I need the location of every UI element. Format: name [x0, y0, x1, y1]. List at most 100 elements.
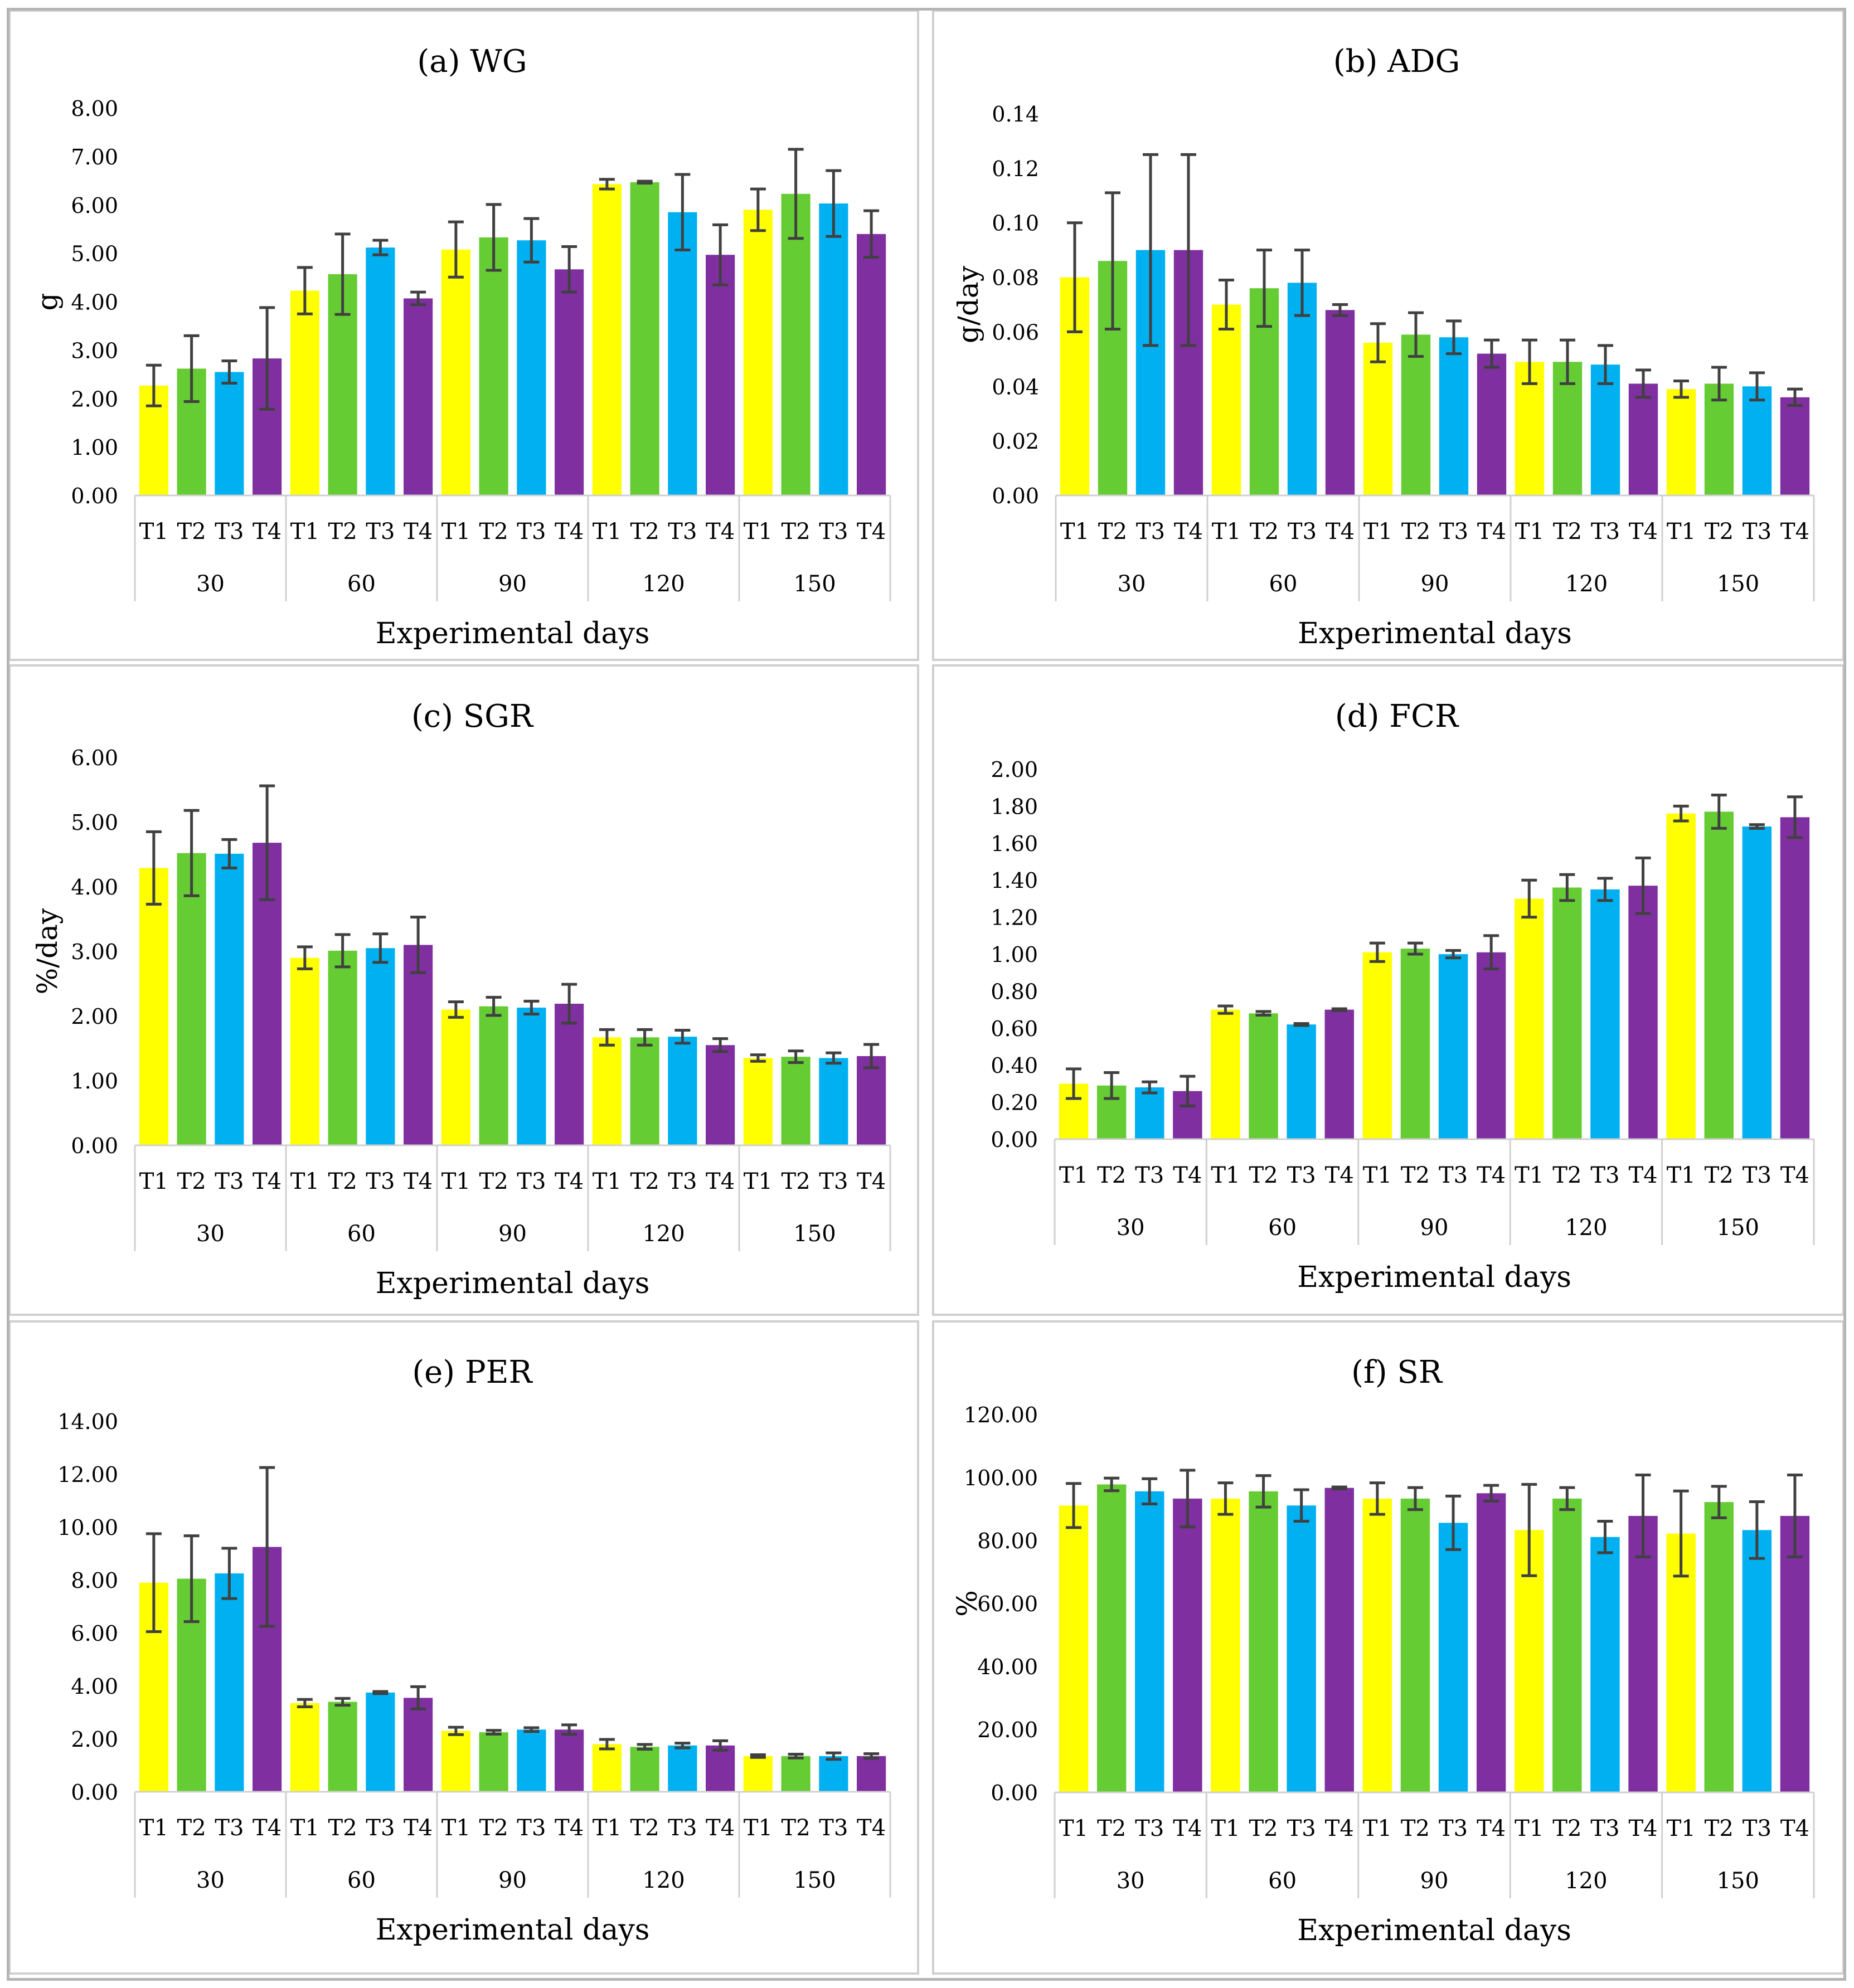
error-bar-120-t2	[1559, 1486, 1575, 1511]
x-tick-label-treatment: T3	[215, 519, 244, 545]
x-tick-label-treatment: T1	[441, 1815, 470, 1841]
x-tick-label-treatment: T3	[215, 1815, 244, 1841]
error-bar-90-t1	[448, 220, 464, 279]
x-tick-label-treatment: T3	[1439, 1163, 1468, 1188]
x-tick-label-treatment: T3	[1743, 1816, 1772, 1841]
y-tick-label: 2.00	[991, 757, 1038, 782]
x-tick-label-treatment: T2	[1705, 519, 1734, 545]
bar-120-t3	[668, 1745, 697, 1792]
bar-60-t4	[404, 298, 433, 495]
bar-60-t1	[290, 290, 319, 495]
bar-120-t1	[592, 1744, 622, 1792]
x-tick-label-treatment: T3	[366, 1169, 395, 1194]
error-bar-120-t1	[1522, 338, 1537, 385]
error-bar-30-t4	[259, 784, 275, 901]
y-tick-label: 20.00	[977, 1718, 1038, 1742]
error-bar-120-t2	[637, 1028, 653, 1047]
bar-60-t2	[1249, 1013, 1278, 1139]
bar-120-t3	[1590, 1537, 1620, 1792]
y-tick-label: 0.02	[992, 429, 1039, 454]
chart-title: (a) WG	[417, 43, 527, 80]
x-tick-label-group: 60	[347, 1868, 376, 1893]
y-axis-label: %	[951, 1590, 983, 1617]
bar-60-t3	[366, 948, 395, 1145]
x-tick-label-treatment: T2	[1097, 1816, 1126, 1841]
x-tick-label-treatment: T1	[1059, 1163, 1088, 1188]
bar-120-t2	[1552, 887, 1582, 1139]
bar-90-t2	[1400, 949, 1430, 1139]
chart-panel-d-fcr: (d) FCR 0.00 0.20 0.40 0.60 0.80 1.00 1.20 1.40 1…	[932, 664, 1845, 1316]
error-bar-60-t3	[372, 239, 389, 256]
x-tick-label-group: 60	[1268, 1868, 1297, 1894]
x-tick-label-treatment: T2	[479, 1815, 508, 1841]
x-tick-label-treatment: T1	[290, 519, 319, 545]
x-tick-label-treatment: T4	[706, 1169, 735, 1194]
y-tick-label: 1.00	[71, 435, 118, 460]
bar-60-t4	[404, 945, 433, 1145]
bar-150-t3	[819, 203, 848, 495]
bar-60-t2	[328, 1702, 357, 1792]
error-bar-90-t4	[1484, 338, 1499, 369]
x-tick-label-treatment: T4	[1780, 1816, 1809, 1841]
y-tick-label: 0.08	[992, 266, 1039, 290]
x-tick-label-treatment: T2	[177, 1815, 206, 1841]
bar-60-t3	[1287, 283, 1317, 495]
error-bar-60-t3	[1293, 1022, 1309, 1027]
y-tick-label: 5.00	[71, 810, 118, 835]
chart-title: (b) ADG	[1333, 43, 1460, 80]
error-bar-120-t1	[1521, 1483, 1537, 1577]
x-tick-label-group: 30	[196, 1868, 225, 1893]
error-bar-90-t3	[523, 999, 540, 1016]
bar-150-t2	[781, 1057, 810, 1145]
x-tick-label-treatment: T2	[1401, 1816, 1430, 1841]
bar-150-t1	[1666, 813, 1696, 1139]
bar-90-t1	[1362, 952, 1392, 1139]
y-tick-label: 2.00	[71, 387, 118, 411]
x-tick-label-treatment: T4	[555, 1815, 584, 1841]
bar-30-t3	[1135, 1087, 1164, 1139]
bar-120-t3	[1590, 889, 1620, 1139]
bar-60-t1	[1211, 1009, 1240, 1139]
x-tick-label-treatment: T4	[857, 1815, 886, 1841]
error-bar-120-t1	[599, 1738, 615, 1751]
y-tick-label: 0.00	[71, 484, 118, 508]
bar-90-t2	[1401, 334, 1431, 495]
x-tick-label-treatment: T1	[1515, 519, 1544, 545]
x-tick-label-treatment: T4	[253, 1169, 282, 1194]
bar-150-t3	[819, 1058, 848, 1145]
chart-title: (d) FCR	[1335, 698, 1459, 735]
x-tick-label-treatment: T4	[1325, 1163, 1354, 1188]
x-tick-label-group: 90	[498, 1221, 527, 1247]
error-bar-60-t2	[334, 232, 351, 316]
x-tick-label-treatment: T4	[555, 519, 584, 545]
bar-150-t4	[1780, 817, 1810, 1139]
bar-150-t1	[743, 210, 773, 495]
x-tick-label-treatment: T4	[555, 1169, 584, 1194]
error-bar-60-t1	[297, 945, 313, 970]
x-tick-label-treatment: T1	[1667, 519, 1696, 545]
error-bar-60-t4	[1332, 303, 1348, 317]
bar-150-t3	[1742, 826, 1772, 1139]
y-tick-label: 4.00	[71, 875, 118, 900]
bar-150-t4	[1780, 1515, 1810, 1792]
error-bar-60-t4	[410, 290, 426, 307]
x-tick-label-treatment: T2	[1097, 1163, 1126, 1188]
x-tick-label-treatment: T1	[744, 519, 773, 545]
x-tick-label-treatment: T2	[1401, 1163, 1430, 1188]
y-tick-label: 60.00	[977, 1592, 1038, 1616]
x-tick-label-group: 150	[1717, 1215, 1759, 1241]
x-tick-label-treatment: T1	[1363, 1163, 1392, 1188]
x-tick-label-treatment: T1	[290, 1169, 319, 1194]
bar-90-t2	[479, 237, 508, 495]
y-tick-label: 80.00	[977, 1529, 1038, 1553]
error-bar-120-t2	[637, 1743, 653, 1751]
error-bar-150-t1	[1673, 380, 1689, 399]
bar-30-t3	[1135, 1491, 1164, 1792]
y-tick-label: 6.00	[71, 1621, 118, 1646]
error-bar-60-t3	[1294, 249, 1310, 317]
x-tick-label-treatment: T4	[404, 1169, 433, 1194]
x-tick-label-treatment: T4	[1780, 1163, 1809, 1188]
error-bar-120-t3	[674, 1742, 691, 1749]
x-tick-label-treatment: T1	[1211, 1163, 1240, 1188]
bar-90-t3	[1439, 337, 1469, 495]
